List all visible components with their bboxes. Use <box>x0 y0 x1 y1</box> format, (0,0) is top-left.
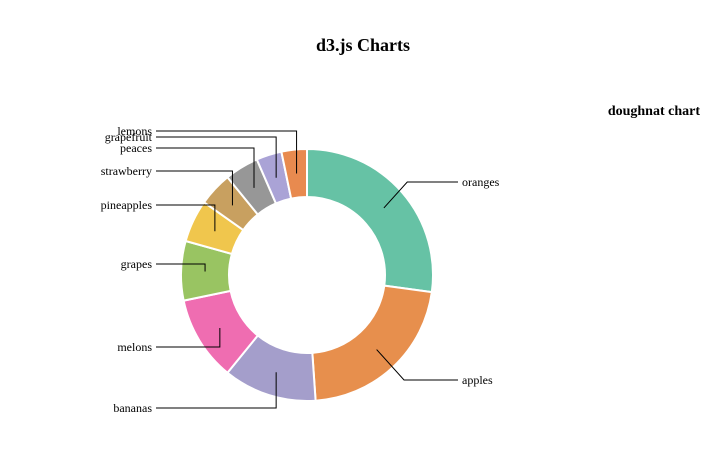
page-title: d3.js Charts <box>315 35 410 55</box>
label-bananas: bananas <box>113 401 152 415</box>
label-strawberry: strawberry <box>101 164 152 178</box>
label-pineapples: pineapples <box>101 198 153 212</box>
leader-line-grapefruit <box>156 136 277 178</box>
slice-apples <box>311 284 433 402</box>
leader-line-bananas <box>156 372 277 409</box>
leader-line-grapes <box>156 263 206 272</box>
leader-line-oranges <box>383 181 458 209</box>
label-grapes: grapes <box>121 257 153 271</box>
leader-line-pineapples <box>156 204 216 232</box>
label-grapefruit: grapefruit <box>105 130 153 144</box>
leader-line-melons <box>156 327 221 348</box>
leader-line-strawberry <box>156 170 233 206</box>
slices-group <box>180 147 434 402</box>
label-oranges: oranges <box>462 175 500 189</box>
slice-lemons <box>280 147 308 200</box>
chart-title: doughnat chart <box>608 104 701 119</box>
leader-line-lemons <box>156 130 298 174</box>
leader-line-peaces <box>156 147 255 188</box>
label-apples: apples <box>462 373 493 387</box>
leader-lines-group <box>156 130 458 409</box>
label-peaces: peaces <box>120 141 152 155</box>
leader-line-apples <box>376 349 458 381</box>
labels-group: oranges apples bananas melons grapes pineappl… <box>101 124 500 415</box>
label-melons: melons <box>117 340 152 354</box>
label-lemons: lemons <box>117 124 152 138</box>
slice-oranges <box>306 147 434 294</box>
